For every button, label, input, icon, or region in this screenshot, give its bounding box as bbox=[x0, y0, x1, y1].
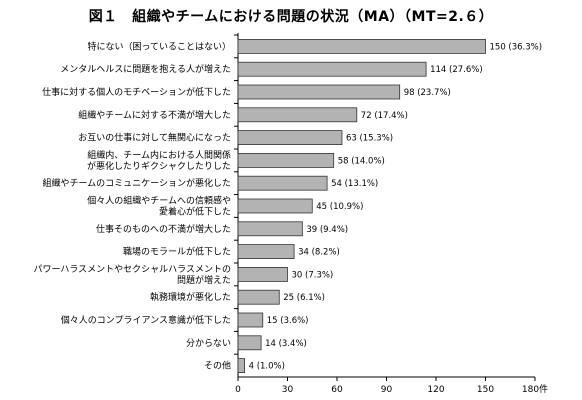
bar bbox=[237, 244, 295, 260]
category-label: 個々人の組織やチームへの信頼感や bbox=[87, 195, 231, 207]
bar-value-label: 98 (23.7%) bbox=[404, 88, 451, 98]
bar-value-label: 15 (3.6%) bbox=[267, 316, 309, 326]
category-label: 個々人のコンプライアンス意識が低下した bbox=[61, 314, 231, 326]
bar-value-label: 54 (13.1%) bbox=[331, 179, 378, 189]
bar bbox=[237, 358, 245, 374]
chart-title: 図１ 組織やチームにおける問題の状況（MA）（MT=2.６） bbox=[88, 9, 494, 25]
category-label: 職場のモラールが低下した bbox=[123, 246, 231, 258]
category-label: が悪化したりギクシャクしたりした bbox=[87, 160, 231, 172]
bar-value-label: 39 (9.4%) bbox=[306, 225, 348, 235]
bar-value-label: 25 (6.1%) bbox=[283, 293, 325, 303]
bar bbox=[237, 198, 313, 214]
bar bbox=[237, 289, 280, 305]
bar-value-label: 114 (27.6%) bbox=[430, 65, 483, 75]
category-label: 組織やチームのコミュニケーションが悪化した bbox=[42, 177, 231, 189]
x-tick-label: 90 bbox=[381, 385, 393, 395]
bar bbox=[237, 335, 262, 351]
category-label: その他 bbox=[204, 360, 231, 372]
x-tick-label: 30 bbox=[282, 385, 294, 395]
bar bbox=[237, 61, 427, 77]
category-label: 仕事に対する個人のモチベーションが低下した bbox=[42, 86, 231, 98]
category-label: 特にない（困っていることはない） bbox=[87, 40, 231, 52]
category-label: 問題が増えた bbox=[177, 274, 231, 286]
category-label: 執務環境が悪化した bbox=[150, 291, 231, 303]
bar-value-label: 30 (7.3%) bbox=[292, 270, 334, 280]
category-label: 愛着心が低下した bbox=[159, 206, 231, 218]
bar bbox=[237, 84, 401, 100]
x-tick-label: 150 bbox=[477, 385, 494, 395]
bar-value-label: 58 (14.0%) bbox=[338, 156, 385, 166]
bar-value-label: 4 (1.0%) bbox=[249, 362, 285, 372]
bar-value-label: 63 (15.3%) bbox=[346, 134, 393, 144]
x-tick-label: 60 bbox=[331, 385, 343, 395]
bar bbox=[237, 221, 303, 237]
bar-value-label: 72 (17.4%) bbox=[361, 111, 408, 121]
category-label: 組織やチームに対する不満が増大した bbox=[78, 109, 231, 121]
bar bbox=[237, 312, 264, 328]
bar bbox=[237, 175, 328, 191]
bar-value-label: 45 (10.9%) bbox=[316, 202, 363, 212]
category-label: お互いの仕事に対して無関心になった bbox=[78, 132, 231, 144]
bar bbox=[237, 39, 486, 54]
bar bbox=[237, 107, 358, 123]
bar-value-label: 14 (3.4%) bbox=[265, 339, 307, 349]
category-label: 分からない bbox=[186, 338, 231, 349]
category-label: 仕事そのものへの不満が増大した bbox=[96, 223, 231, 235]
bar-value-label: 34 (8.2%) bbox=[298, 248, 340, 258]
bar bbox=[237, 152, 335, 168]
x-tick-label: 120 bbox=[427, 385, 444, 395]
bar-value-label: 150 (36.3%) bbox=[490, 42, 543, 52]
category-label: 組織内、チーム内における人間関係 bbox=[87, 149, 231, 161]
category-label: メンタルヘルスに問題を抱える人が増えた bbox=[60, 63, 231, 75]
bar bbox=[237, 266, 288, 282]
bar bbox=[237, 130, 343, 146]
category-label: パワーハラスメントやセクシャルハラスメントの bbox=[34, 264, 231, 275]
x-tick-label: 0 bbox=[235, 385, 241, 395]
x-tick-label: 180件 bbox=[522, 383, 548, 395]
